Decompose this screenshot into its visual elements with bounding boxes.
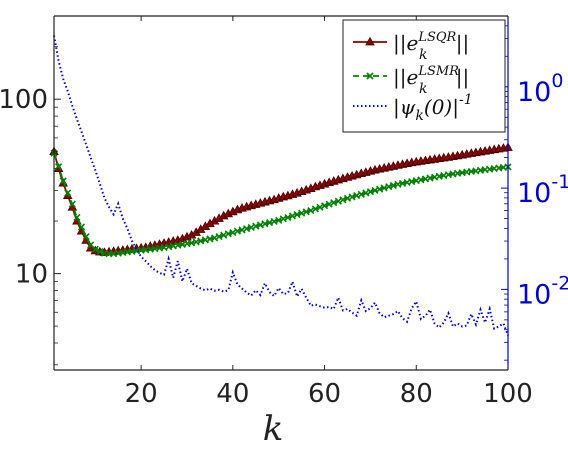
legend-label-psi: |ψk(0)|-1 [393,92,473,124]
legend-label-lsqr: ||eLSQR k || [393,30,469,63]
point-lsmr-51 [279,215,287,223]
point-lsmr-10 [91,245,99,253]
point-lsmr-58 [311,205,319,213]
x-axis-label: k [263,409,284,449]
point-lsmr-52 [284,213,292,221]
x-tick-label-40: 40 [216,379,249,409]
right-tick-label-0: 10-2 [517,272,568,310]
point-lsmr-6 [73,213,81,221]
left-tick-label-10: 10 [15,260,48,290]
series-markers-lsmr [50,149,512,258]
point-lsmr-4 [64,189,72,197]
x-tick-label-60: 60 [308,379,341,409]
point-lsmr-59 [316,203,324,211]
legend-marker-lsqr [365,36,375,46]
x-tick-label-20: 20 [125,379,158,409]
point-lsmr-57 [307,206,315,215]
point-lsmr-5 [68,200,76,208]
point-lsmr-11 [96,247,104,255]
legend-label-lsmr: ||eLSMR k || [393,64,469,97]
point-lsmr-61 [325,200,333,208]
point-lsmr-7 [77,223,86,231]
right-tick-label-1: 10-1 [517,171,568,209]
point-lsmr-60 [321,202,329,210]
series-line-lsmr [53,152,509,255]
right-tick-label-2: 100 [517,70,563,108]
axis-layer: 20 40 60 80 100 k 10 100 10-2 10-1 100 [0,15,568,449]
series-layer [49,35,513,336]
point-lsmr-3 [59,177,67,185]
legend-marker-lsmr [366,72,374,80]
point-lsmr-8 [82,233,90,241]
point-lsmr-64 [339,196,347,204]
x-tick-label-100: 100 [483,379,533,409]
point-lsmr-63 [334,197,342,205]
legend: ||eLSQR k ||||eLSMR k |||ψk(0)|-1 [342,19,506,133]
left-tick-label-100: 100 [0,85,48,115]
point-lsmr-62 [330,199,338,207]
x-tick-label-80: 80 [400,379,433,409]
point-lsmr-50 [275,216,283,224]
